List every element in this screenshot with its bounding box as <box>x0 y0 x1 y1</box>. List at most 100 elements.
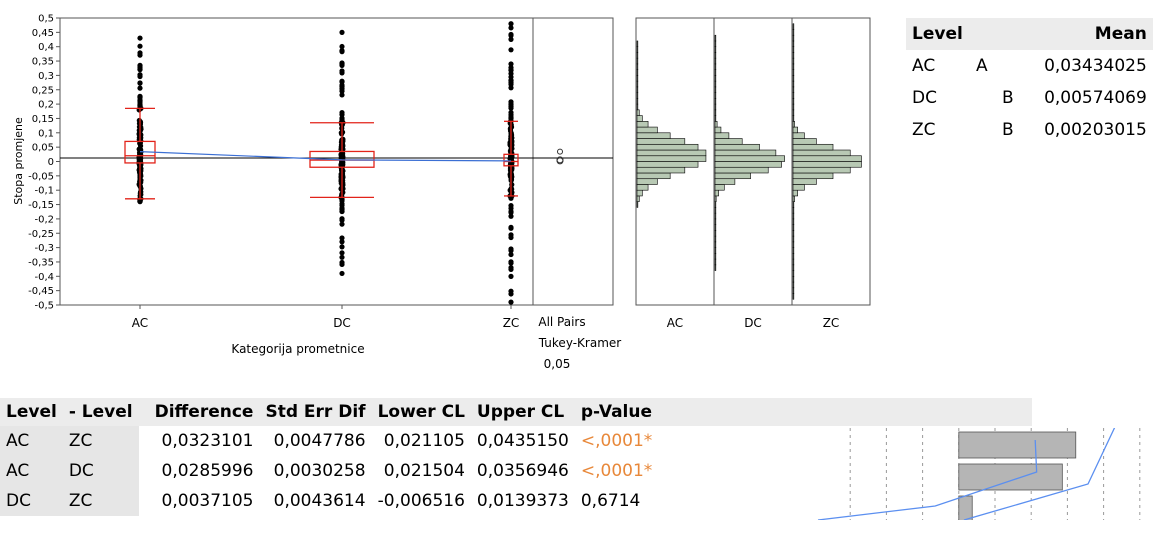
diff-spacer <box>139 426 149 456</box>
histogram-bar <box>714 92 717 99</box>
histogram-bar <box>714 155 785 162</box>
data-point <box>508 99 514 105</box>
diff-upper-cl: 0,0356946 <box>476 461 569 481</box>
histogram-bar <box>792 75 795 82</box>
y-tick-label: -0,4 <box>34 272 54 283</box>
diff-level: AC <box>0 426 63 456</box>
diff-spacer <box>139 456 149 486</box>
histogram-bar <box>792 212 795 220</box>
diff-std-err: 0,0047786 <box>273 431 366 451</box>
y-tick-label: 0,3 <box>38 71 54 82</box>
histogram-bar <box>792 98 795 105</box>
histogram-bar <box>714 189 719 197</box>
connecting-letter-a <box>969 82 995 114</box>
y-tick-label: -0,45 <box>28 286 54 297</box>
data-point <box>339 202 345 208</box>
means-header-letter <box>968 18 995 50</box>
diff-upper-cl: 0,0435150 <box>476 431 569 451</box>
histogram-bar <box>792 29 795 36</box>
histogram-bar <box>792 189 798 197</box>
data-point <box>508 112 514 118</box>
diff-level: AC <box>0 456 63 486</box>
plot-border <box>59 17 534 306</box>
diff-bar <box>958 495 973 520</box>
histogram-bar <box>636 178 658 185</box>
data-point <box>339 61 345 67</box>
histogram-bar <box>792 34 795 42</box>
diff-row: AC ZC 0,0323101 0,0047786 0,021105 0,0435150 <… <box>0 426 1032 456</box>
histogram-bar <box>792 178 817 185</box>
data-point <box>339 250 345 256</box>
comparison-circles <box>556 148 564 165</box>
comparison-label: All Pairs Tukey-Kramer 0,05 <box>538 315 621 371</box>
histogram-bar <box>636 121 649 128</box>
connecting-letter-a <box>969 114 995 146</box>
histogram-bar <box>792 218 795 225</box>
ci-upper-line <box>963 428 1116 520</box>
means-level: AC <box>912 56 936 76</box>
histogram-bar <box>792 195 795 202</box>
y-tick-label: 0,15 <box>32 114 54 125</box>
x-tick-label-zc: ZC <box>503 316 520 330</box>
diff-header-upper-cl: Upper CL <box>470 398 575 426</box>
means-value: 0,00574069 <box>1044 88 1147 108</box>
means-row: ZC B 0,00203015 <box>906 114 1153 146</box>
data-point <box>137 93 143 99</box>
data-point <box>138 165 144 172</box>
histogram-bar <box>636 40 639 47</box>
data-point <box>136 181 142 187</box>
data-point <box>508 25 514 31</box>
connecting-letter-b: B <box>1001 120 1014 140</box>
data-point-min <box>137 199 143 205</box>
y-tick-label: -0,3 <box>34 243 54 254</box>
histogram-bar <box>714 201 717 208</box>
histogram-bar <box>636 115 643 122</box>
diff-lower-cl: 0,021504 <box>383 461 465 481</box>
means-level: ZC <box>912 120 936 140</box>
histogram-bar <box>792 293 795 300</box>
comparison-panel-border <box>532 17 614 306</box>
data-point <box>508 259 514 265</box>
histogram-bar <box>636 80 639 88</box>
y-tick-label: -0,35 <box>28 257 54 268</box>
histogram-bar <box>636 126 658 134</box>
diff-bar <box>958 463 1063 491</box>
data-point <box>339 117 345 123</box>
data-point <box>508 36 514 42</box>
means-polyline <box>139 151 512 162</box>
diff-difference: 0,0285996 <box>161 461 254 481</box>
histogram-bar <box>636 103 639 111</box>
histogram-bar <box>714 121 718 128</box>
histogram-bar <box>636 86 639 93</box>
data-point-min <box>339 270 345 277</box>
diff-upper-cl: 0,0139373 <box>476 491 569 511</box>
histogram-bar <box>792 69 795 76</box>
histogram-bar <box>636 166 686 174</box>
data-point <box>508 232 514 238</box>
histogram-bar <box>714 132 730 139</box>
histogram-bar <box>792 207 795 214</box>
histogram-bar <box>636 46 639 53</box>
y-tick-label: 0,25 <box>32 85 54 96</box>
histogram-bar <box>792 184 805 191</box>
y-tick-label: -0,5 <box>34 301 54 312</box>
data-point <box>508 273 514 279</box>
histogram-bar <box>714 212 717 220</box>
histogram-bar <box>792 224 795 231</box>
histogram-bar <box>636 195 640 202</box>
oneway-plot-area: Stopa promjene 0,50,450,40,350,30,250,20… <box>12 14 871 371</box>
histogram-bar <box>636 109 640 116</box>
histogram-bar <box>792 23 795 30</box>
data-point <box>138 126 144 132</box>
diff-header-minus-level: - Level <box>62 398 139 426</box>
ordered-differences-table: Level - Level Difference Std Err Dif Low… <box>0 398 1033 516</box>
histogram-bar <box>714 86 717 93</box>
histogram-bar <box>636 138 686 145</box>
y-tick-label: 0,2 <box>38 100 54 111</box>
histogram-bar <box>792 258 795 266</box>
data-point <box>508 248 514 254</box>
data-point-max <box>508 21 514 27</box>
y-tick-label: -0,15 <box>28 200 54 211</box>
histogram-bar <box>792 264 795 271</box>
histogram-bar <box>636 57 639 65</box>
